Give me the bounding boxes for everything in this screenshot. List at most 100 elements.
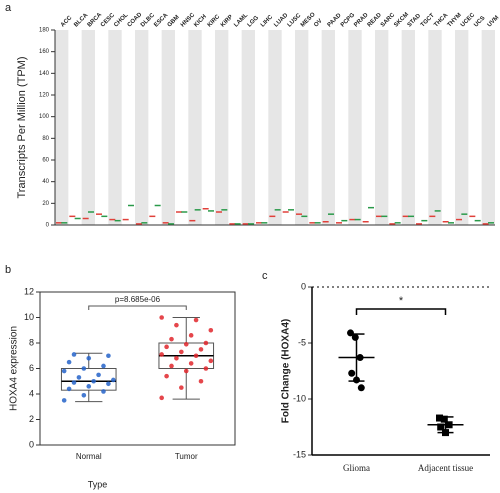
band	[295, 30, 309, 225]
band	[375, 30, 389, 225]
band	[188, 30, 202, 225]
point	[440, 415, 448, 423]
point	[71, 380, 77, 385]
panel-label: a	[5, 2, 12, 14]
category-label: OV	[313, 18, 323, 28]
point	[159, 315, 164, 320]
point	[76, 375, 82, 380]
point	[159, 395, 164, 401]
point	[81, 366, 87, 371]
point	[96, 372, 101, 378]
point	[193, 317, 199, 323]
band	[428, 30, 442, 225]
point	[193, 353, 199, 359]
y-tick-label: -5	[298, 337, 306, 347]
point	[159, 352, 164, 357]
y-tick-label: 60	[42, 158, 49, 164]
band	[401, 30, 415, 225]
point	[164, 373, 169, 379]
x-tick-label: Adjacent tissue	[418, 463, 473, 473]
y-tick-label: 0	[29, 439, 34, 449]
y-tick-label: 80	[42, 136, 49, 142]
significance-bracket	[355, 308, 447, 315]
plot-frame	[39, 291, 236, 446]
category-label: TGCT	[420, 13, 436, 29]
point	[179, 349, 184, 355]
point	[347, 329, 354, 337]
point	[208, 327, 214, 333]
point	[353, 376, 360, 384]
point	[164, 344, 169, 350]
point	[106, 353, 111, 359]
point	[174, 356, 179, 361]
band	[268, 30, 282, 225]
category-label: KIRP	[220, 14, 234, 28]
point	[169, 363, 174, 369]
point	[442, 429, 449, 437]
band	[215, 30, 229, 225]
y-tick-label: 6	[29, 363, 34, 373]
point	[183, 368, 189, 374]
point	[61, 398, 67, 403]
category-label: UVM	[487, 15, 500, 29]
annotation: p=8.685e-06	[115, 295, 161, 304]
point	[179, 385, 184, 390]
x-tick-label: Tumor	[175, 452, 198, 461]
y-tick-label: 10	[24, 312, 34, 322]
point	[208, 358, 214, 364]
point	[61, 368, 67, 374]
y-tick-label: 0	[46, 223, 50, 229]
point	[86, 384, 92, 389]
y-tick-label: -10	[293, 393, 306, 403]
point	[91, 378, 96, 384]
band	[348, 30, 362, 225]
point	[71, 352, 77, 357]
y-tick-label: 100	[39, 114, 50, 120]
significance-bracket	[88, 305, 187, 310]
point	[111, 377, 116, 383]
x-axis-label: Type	[88, 479, 108, 489]
point	[436, 414, 443, 422]
point	[437, 423, 445, 431]
band	[321, 30, 335, 225]
point	[174, 322, 179, 328]
point	[183, 341, 189, 347]
y-tick-label: 2	[29, 414, 34, 424]
band	[55, 30, 69, 225]
point	[101, 389, 106, 394]
band	[108, 30, 122, 225]
point	[198, 378, 204, 384]
point	[198, 347, 204, 352]
band	[241, 30, 255, 225]
point	[357, 384, 365, 392]
category-label: LIHC	[260, 14, 275, 29]
point	[203, 340, 209, 346]
band	[81, 30, 95, 225]
y-tick-label: -15	[293, 449, 306, 459]
category-label: KIRC	[207, 13, 222, 28]
y-tick-label: 140	[39, 71, 50, 77]
point	[66, 359, 72, 365]
point	[188, 361, 194, 366]
y-tick-label: 0	[301, 281, 306, 291]
y-axis-label: HOXA4 expression	[9, 326, 20, 411]
y-tick-label: 40	[42, 179, 49, 185]
band	[161, 30, 175, 225]
point	[445, 421, 453, 429]
y-tick-label: 120	[39, 93, 50, 99]
y-tick-label: 8	[29, 337, 34, 347]
band	[481, 30, 495, 225]
point	[348, 369, 356, 377]
point	[356, 354, 364, 362]
point	[81, 392, 87, 398]
y-tick-label: 180	[39, 28, 50, 34]
x-tick-label: Glioma	[343, 463, 370, 473]
panel-label: b	[5, 264, 11, 276]
y-tick-label: 12	[24, 286, 34, 296]
point	[106, 381, 111, 387]
point	[86, 356, 92, 361]
point	[169, 336, 174, 342]
y-axis-label: Fold Change (HOXA4)	[281, 319, 292, 423]
box	[60, 368, 117, 391]
